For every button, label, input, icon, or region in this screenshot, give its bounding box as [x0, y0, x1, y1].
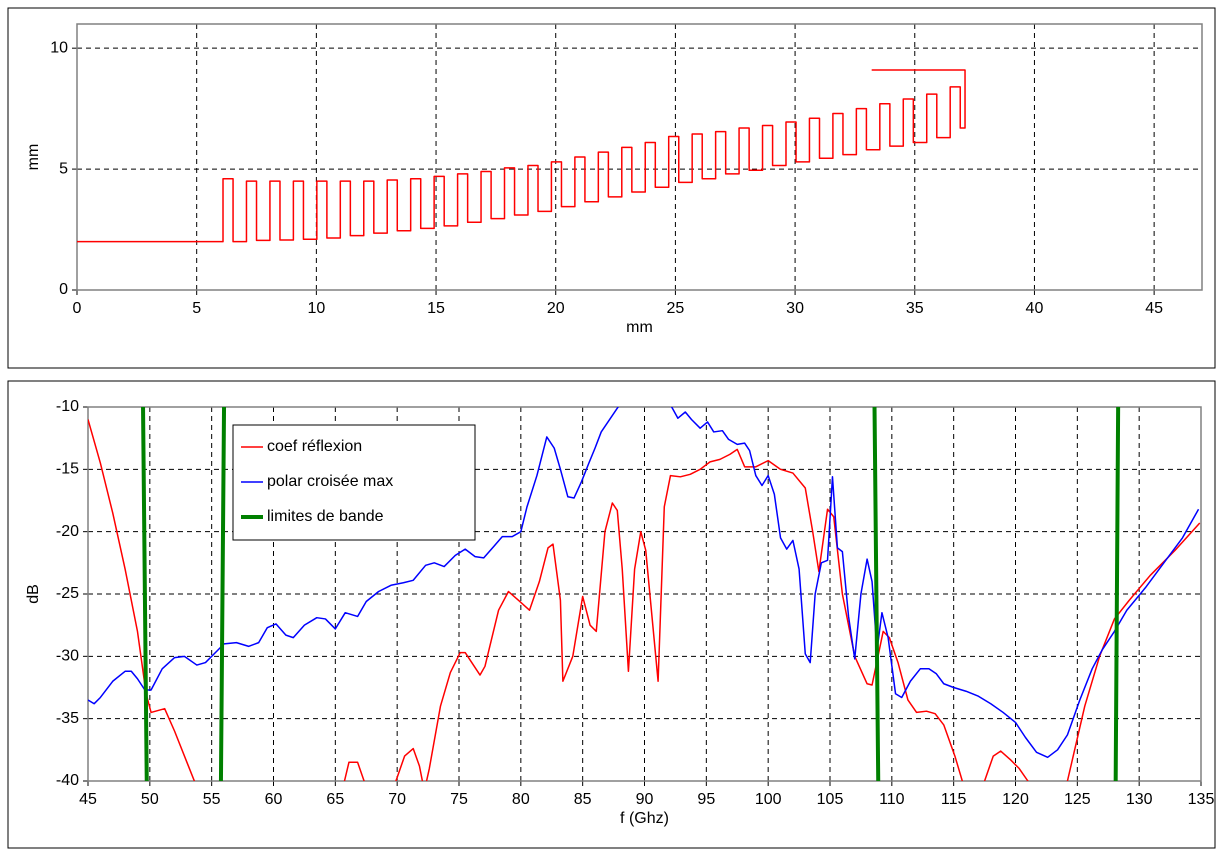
x-tick-label: 70 [388, 791, 406, 808]
x-tick-label: 45 [79, 791, 97, 808]
legend-label: coef réflexion [267, 438, 362, 455]
x-tick-label: 65 [326, 791, 344, 808]
x-tick-label: 15 [427, 300, 445, 317]
y-tick-label: -25 [56, 585, 79, 602]
x-tick-label: 55 [203, 791, 221, 808]
x-tick-label: 130 [1126, 791, 1153, 808]
x-tick-label: 5 [192, 300, 201, 317]
x-tick-label: 85 [574, 791, 592, 808]
x-tick-label: 30 [786, 300, 804, 317]
x-axis-title: f (Ghz) [620, 810, 669, 827]
x-tick-label: 25 [667, 300, 685, 317]
y-tick-label: -35 [56, 710, 79, 727]
y-tick-label: -40 [56, 772, 79, 789]
y-tick-label: -20 [56, 523, 79, 540]
legend-box [232, 424, 476, 541]
series-line [88, 419, 1201, 781]
y-tick-label: 5 [59, 160, 68, 177]
plot-border [87, 406, 1202, 782]
x-tick-label: 40 [1026, 300, 1044, 317]
x-tick-label: 105 [817, 791, 844, 808]
x-tick-label: 0 [73, 300, 82, 317]
legend-label: polar croisée max [267, 473, 393, 490]
x-tick-label: 45 [1145, 300, 1163, 317]
y-tick-label: -30 [56, 648, 79, 665]
x-tick-label: 60 [265, 791, 283, 808]
x-tick-label: 75 [450, 791, 468, 808]
y-tick-label: -15 [56, 461, 79, 478]
legend-label: limites de bande [267, 508, 384, 525]
plot-area [77, 24, 1202, 290]
x-axis-title: mm [626, 319, 653, 336]
x-tick-label: 20 [547, 300, 565, 317]
series-line [77, 69, 966, 243]
series-line [88, 407, 1200, 759]
y-tick-label: 0 [59, 281, 68, 298]
plot-border [76, 23, 1203, 291]
x-tick-label: 100 [755, 791, 782, 808]
x-tick-label: 95 [697, 791, 715, 808]
x-tick-label: 50 [141, 791, 159, 808]
x-tick-label: 125 [1064, 791, 1091, 808]
x-tick-label: 135 [1188, 791, 1215, 808]
x-tick-label: 90 [636, 791, 654, 808]
y-axis-title: mm [25, 144, 42, 171]
series-line [141, 407, 1121, 781]
x-tick-label: 115 [941, 791, 967, 808]
x-tick-label: 120 [1002, 791, 1029, 808]
y-tick-label: -10 [56, 398, 79, 415]
y-tick-label: 10 [50, 39, 68, 56]
x-tick-label: 80 [512, 791, 530, 808]
x-tick-label: 10 [307, 300, 325, 317]
y-axis-title: dB [25, 584, 42, 604]
x-tick-label: 110 [879, 791, 905, 808]
x-tick-label: 35 [906, 300, 924, 317]
